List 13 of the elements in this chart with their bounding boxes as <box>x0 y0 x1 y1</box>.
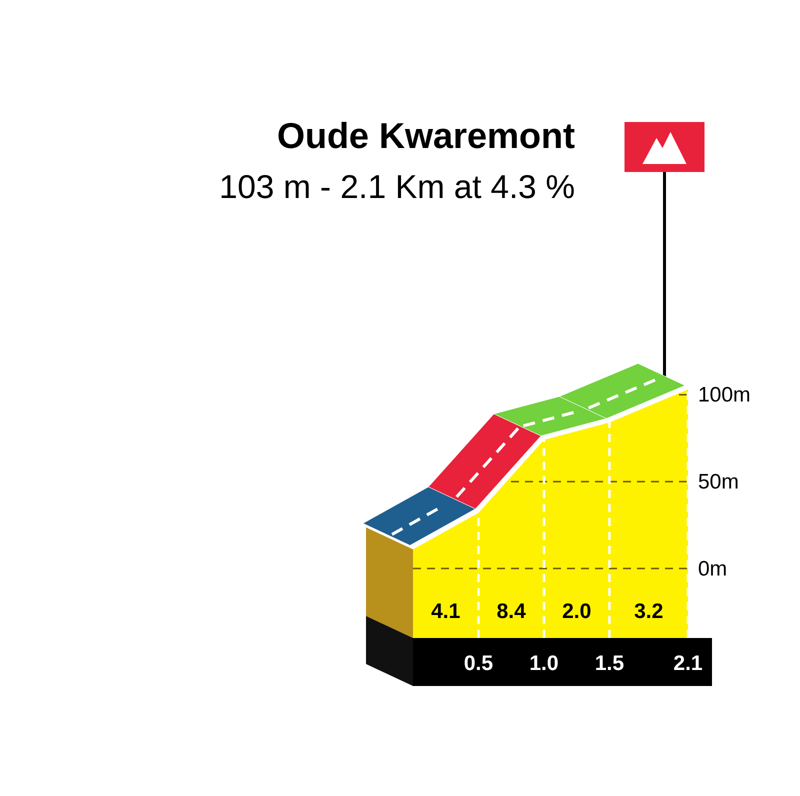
annotation: 4.1 <box>431 600 461 623</box>
annotation: 8.4 <box>496 600 526 623</box>
chart-subtitle: 103 m - 2.1 Km at 4.3 % <box>219 168 575 205</box>
y-tick-label: 0m <box>698 557 728 580</box>
y-tick-label: 100m <box>698 384 751 407</box>
x-tick-label: 1.0 <box>529 652 559 675</box>
x-tick-label: 2.1 <box>673 652 703 675</box>
chart-title: Oude Kwaremont <box>276 115 575 156</box>
y-tick-label: 50m <box>698 470 739 494</box>
x-tick-label: 1.5 <box>594 652 624 675</box>
x-tick-label: 0.5 <box>464 652 494 675</box>
annotation: 3.2 <box>634 600 664 623</box>
annotation: 2.0 <box>562 600 592 623</box>
